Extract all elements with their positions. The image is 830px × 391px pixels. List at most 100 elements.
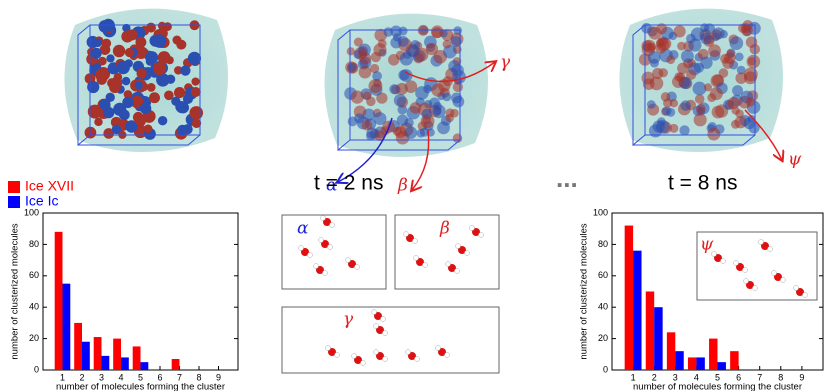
atom bbox=[189, 106, 204, 120]
oxygen bbox=[316, 266, 324, 274]
bar bbox=[171, 359, 180, 370]
oxygen bbox=[323, 218, 331, 226]
atom bbox=[732, 85, 744, 97]
molecules bbox=[298, 215, 808, 366]
atom bbox=[735, 72, 747, 84]
atom bbox=[727, 97, 740, 110]
atom bbox=[669, 123, 679, 133]
atom bbox=[709, 87, 723, 101]
atom bbox=[692, 81, 707, 96]
atom bbox=[736, 65, 746, 75]
atom bbox=[422, 115, 432, 125]
atom bbox=[106, 54, 115, 63]
oxygen bbox=[796, 288, 804, 296]
atom bbox=[658, 68, 668, 78]
oxygen bbox=[354, 356, 362, 364]
bar bbox=[93, 337, 102, 370]
hydrogen bbox=[767, 246, 773, 252]
oxygen bbox=[472, 228, 480, 236]
atom bbox=[373, 43, 387, 57]
atom bbox=[134, 81, 143, 90]
hydrogen bbox=[455, 243, 461, 249]
atom bbox=[390, 25, 402, 38]
atom bbox=[122, 23, 131, 33]
oxygen bbox=[406, 234, 414, 242]
x-tick-label: 2 bbox=[79, 372, 84, 382]
bar bbox=[624, 225, 634, 370]
atom bbox=[136, 68, 147, 79]
atom bbox=[93, 38, 103, 48]
beta-label: β bbox=[397, 176, 408, 196]
hydrogen bbox=[354, 264, 360, 270]
atom bbox=[121, 30, 134, 43]
atom bbox=[153, 62, 167, 76]
alpha-label: α bbox=[297, 219, 309, 239]
atom bbox=[109, 81, 121, 94]
x-tick-label: 1 bbox=[631, 372, 636, 382]
atom bbox=[722, 57, 735, 69]
atom bbox=[394, 126, 407, 139]
atom bbox=[350, 90, 364, 104]
bar bbox=[687, 357, 697, 370]
time-label: t = 8 ns bbox=[668, 172, 737, 195]
psi-label: ψ bbox=[700, 235, 714, 255]
atom bbox=[164, 90, 174, 101]
atom bbox=[369, 63, 380, 74]
hydrogen bbox=[382, 356, 388, 362]
atom bbox=[726, 49, 735, 59]
bar bbox=[82, 341, 90, 370]
atom bbox=[641, 40, 653, 52]
legend-swatch bbox=[8, 196, 20, 208]
x-axis-label: number of molecules forming the cluster bbox=[56, 382, 225, 391]
box bbox=[337, 29, 461, 152]
oxygen bbox=[374, 312, 382, 320]
atom bbox=[430, 25, 444, 39]
atom bbox=[165, 74, 176, 84]
y-tick-label: 80 bbox=[598, 239, 608, 249]
simulation-renders bbox=[64, 8, 784, 158]
atom bbox=[663, 98, 673, 108]
atom bbox=[747, 57, 757, 66]
x-tick-label: 7 bbox=[177, 372, 182, 382]
box bbox=[644, 24, 756, 136]
psi-label: ψ bbox=[788, 150, 802, 170]
atom bbox=[662, 106, 672, 116]
x-tick-label: 3 bbox=[99, 372, 104, 382]
atom bbox=[124, 47, 135, 58]
atom bbox=[366, 96, 376, 107]
atom bbox=[111, 124, 122, 135]
atom bbox=[358, 65, 372, 79]
atom bbox=[152, 34, 167, 48]
bar bbox=[633, 250, 642, 370]
atom bbox=[666, 55, 676, 65]
atom bbox=[157, 51, 171, 64]
x-tick-label: 6 bbox=[157, 372, 162, 382]
atom bbox=[707, 127, 721, 141]
atom bbox=[734, 52, 744, 62]
atom bbox=[700, 32, 712, 45]
atom bbox=[134, 46, 148, 59]
atom bbox=[656, 37, 670, 51]
bar bbox=[709, 338, 718, 370]
hydrogen bbox=[454, 268, 460, 274]
hydrogen bbox=[464, 250, 470, 256]
box bbox=[77, 24, 201, 147]
atom bbox=[123, 90, 133, 99]
hydrogen bbox=[329, 222, 335, 228]
atom bbox=[647, 51, 661, 64]
oxygen bbox=[761, 242, 769, 250]
atom bbox=[745, 97, 756, 107]
gamma-label: γ bbox=[343, 310, 354, 330]
atom bbox=[130, 95, 144, 109]
y-tick-label: 100 bbox=[593, 207, 608, 217]
time-label: t = 2 ns bbox=[314, 172, 383, 195]
oxygen bbox=[714, 254, 722, 262]
atom bbox=[404, 80, 418, 93]
atom bbox=[139, 102, 152, 115]
atom bbox=[361, 119, 373, 131]
atom bbox=[347, 62, 357, 72]
atom bbox=[673, 25, 686, 38]
x-tick-label: 8 bbox=[778, 372, 783, 382]
oxygen bbox=[328, 348, 336, 356]
bar bbox=[101, 355, 110, 370]
